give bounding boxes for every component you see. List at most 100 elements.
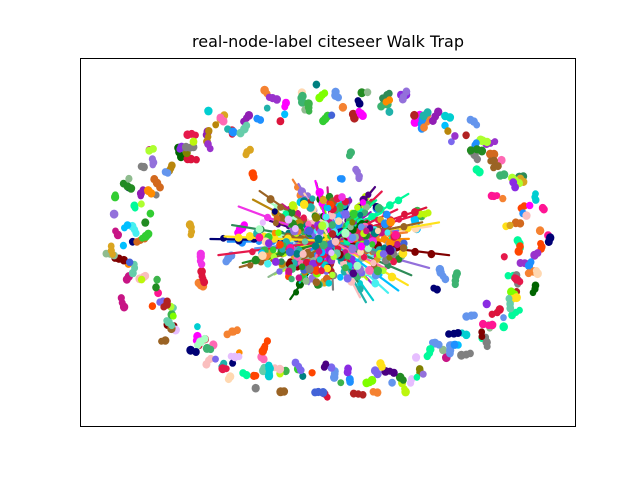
graph-node xyxy=(158,337,165,345)
graph-node xyxy=(194,323,201,331)
graph-node xyxy=(365,191,372,198)
graph-node xyxy=(276,240,284,249)
graph-node xyxy=(328,249,335,257)
graph-node xyxy=(396,216,403,223)
graph-node xyxy=(435,340,443,349)
graph-node xyxy=(245,232,254,241)
graph-node xyxy=(441,121,449,130)
graph-node xyxy=(488,320,497,330)
graph-node xyxy=(356,285,364,293)
graph-node xyxy=(149,145,157,153)
graph-node xyxy=(265,239,273,248)
graph-node xyxy=(272,219,279,227)
graph-node xyxy=(291,358,300,367)
graph-node xyxy=(483,137,491,147)
graph-node xyxy=(374,227,381,235)
graph-node xyxy=(107,242,115,250)
graph-node xyxy=(319,240,328,250)
graph-node xyxy=(349,209,358,219)
graph-node xyxy=(400,223,408,231)
graph-node xyxy=(373,388,382,397)
graph-node xyxy=(373,266,382,276)
graph-node xyxy=(335,217,343,226)
graph-node xyxy=(473,121,481,129)
graph-node xyxy=(302,277,310,285)
graph-node xyxy=(419,111,428,121)
graph-node xyxy=(276,117,285,126)
graph-node xyxy=(249,371,258,380)
graph-node xyxy=(271,208,278,215)
graph-node xyxy=(111,192,120,202)
graph-node xyxy=(383,210,391,219)
graph-node xyxy=(152,283,160,292)
graph-node xyxy=(278,258,285,266)
graph-node xyxy=(334,93,342,102)
graph-node xyxy=(316,256,323,263)
graph-node xyxy=(362,203,370,211)
graph-node xyxy=(295,274,303,282)
graph-node xyxy=(434,107,443,117)
graph-node xyxy=(506,221,514,230)
graph-node xyxy=(305,220,312,228)
graph-node xyxy=(477,146,487,156)
graph-node xyxy=(412,353,421,362)
graph-node xyxy=(141,218,150,227)
graph-node xyxy=(395,372,405,382)
graph-node xyxy=(516,306,523,314)
graph-node xyxy=(144,186,153,196)
graph-node xyxy=(137,275,146,284)
graph-node xyxy=(251,383,260,393)
graph-node xyxy=(139,162,148,172)
graph-node xyxy=(546,233,555,243)
graph-node xyxy=(242,121,251,130)
graph-node xyxy=(446,349,454,358)
graph-node xyxy=(537,240,545,248)
graph-node xyxy=(156,183,164,192)
graph-node xyxy=(371,279,380,288)
graph-node xyxy=(466,146,475,155)
graph-node xyxy=(511,274,519,282)
graph-node xyxy=(399,244,408,252)
graph-node xyxy=(532,267,540,275)
graph-node xyxy=(384,229,391,236)
graph-node xyxy=(355,174,363,183)
graph-node xyxy=(522,211,531,220)
graph-node xyxy=(462,131,470,140)
graph-node xyxy=(535,226,545,236)
graph-node xyxy=(314,234,323,244)
graph-node xyxy=(426,345,435,354)
graph-node xyxy=(390,257,398,266)
graph-node xyxy=(388,378,396,387)
graph-node xyxy=(325,279,333,287)
graph-node xyxy=(363,227,370,235)
graph-node xyxy=(444,127,452,135)
graph-node xyxy=(507,287,516,297)
graph-node xyxy=(305,226,314,236)
graph-node xyxy=(218,364,227,374)
graph-node xyxy=(470,311,478,320)
graph-node xyxy=(292,225,299,233)
graph-node xyxy=(295,280,304,289)
graph-node xyxy=(520,202,528,210)
graph-node xyxy=(192,348,200,356)
graph-node xyxy=(288,275,295,283)
graph-node xyxy=(137,192,145,200)
graph-node xyxy=(478,332,486,341)
graph-node xyxy=(323,264,332,273)
graph-node xyxy=(242,150,250,159)
graph-node xyxy=(343,274,352,283)
graph-node xyxy=(260,85,269,95)
graph-node xyxy=(407,379,415,387)
graph-node xyxy=(125,174,133,183)
graph-node xyxy=(315,248,323,256)
graph-node xyxy=(349,233,357,242)
graph-node xyxy=(308,369,316,377)
graph-node xyxy=(312,266,321,275)
graph-node xyxy=(499,322,509,332)
graph-node xyxy=(354,204,361,211)
graph-node xyxy=(494,162,502,171)
graph-node xyxy=(300,214,307,221)
graph-node xyxy=(357,248,364,256)
graph-node xyxy=(226,372,235,381)
graph-node xyxy=(187,231,195,239)
